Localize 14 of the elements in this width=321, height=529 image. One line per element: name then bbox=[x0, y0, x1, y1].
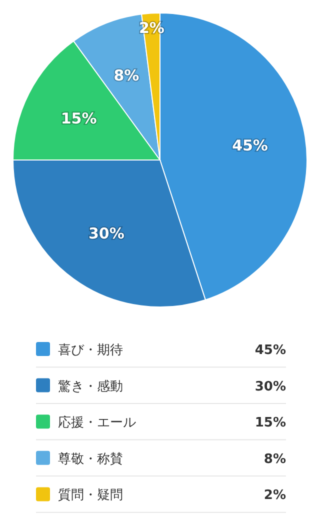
text: 8% bbox=[264, 452, 286, 467]
legend-label: 驚き・感動 bbox=[58, 379, 123, 394]
text: 15% bbox=[254, 416, 286, 431]
legend-label: 喜び・期待 bbox=[58, 343, 123, 358]
legend-label: 質問・疑問 bbox=[58, 488, 123, 504]
text: 30% bbox=[254, 379, 286, 394]
data-label: 8% bbox=[114, 66, 140, 84]
data-label: 15% bbox=[60, 110, 97, 128]
legend-label: 尊敬・称賛 bbox=[58, 452, 123, 467]
text: 45% bbox=[254, 343, 286, 358]
legend-label: 応援・エール bbox=[58, 414, 136, 431]
data-label: 45% bbox=[232, 136, 268, 155]
data-label: 30% bbox=[88, 224, 124, 243]
text: 2% bbox=[264, 488, 286, 504]
